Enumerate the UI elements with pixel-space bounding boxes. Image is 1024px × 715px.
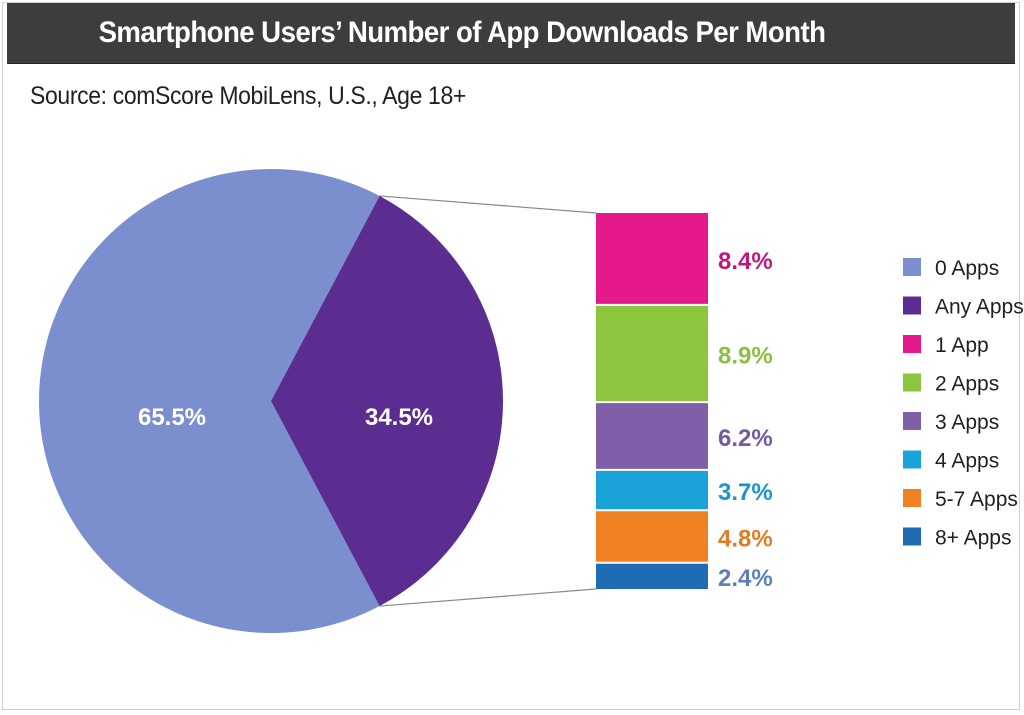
connector-lines [379,195,597,607]
legend-label-8-apps: 8+ Apps [935,527,1011,550]
bar-label-4-apps: 3.7% [718,479,773,506]
bar-label-3-apps: 6.2% [718,425,773,452]
bar-segment-4-apps [596,469,708,511]
legend-label-1-app: 1 App [935,334,989,357]
legend-swatch-4-apps [903,450,921,469]
chart-source: Source: comScore MobiLens, U.S., Age 18+ [30,82,466,110]
breakdown-bar: 8.4% 8.9% 6.2% 3.7% 4.8% 2.4% [596,213,773,592]
pie: 65.5% 34.5% [39,169,503,634]
legend-swatch-1-app [903,335,921,353]
bar-segment-8-apps [596,562,708,589]
bar-segment-3-apps [596,402,708,470]
legend: 0 Apps Any Apps 1 App 2 Apps 3 Apps 4 Apps 5-7… [903,257,1024,550]
legend-swatch-0-apps [903,258,921,276]
bar-segment-1-app [596,213,708,305]
legend-swatch-5-7-apps [903,489,921,507]
bar-label-1-app: 8.4% [718,248,773,275]
bar-label-5-7-apps: 4.8% [718,526,773,553]
legend-label-2-apps: 2 Apps [935,373,999,396]
bar-label-8-apps: 2.4% [718,565,773,592]
legend-label-5-7-apps: 5-7 Apps [935,488,1018,511]
bar-segment-2-apps [596,304,708,403]
legend-label-0-apps: 0 Apps [935,257,999,280]
legend-swatch-2-apps [903,373,921,392]
connector-top [379,195,597,214]
pie-label-any-apps: 34.5% [365,404,433,431]
connector-bottom [379,588,597,607]
chart-title: Smartphone Users’ Number of App Download… [98,16,826,49]
legend-label-any-apps: Any Apps [935,296,1024,319]
legend-swatch-3-apps [903,412,921,430]
bar-label-2-apps: 8.9% [718,342,773,369]
pie-slice-0-apps [39,169,380,634]
bar-segment-5-7-apps [596,510,708,563]
pie-slice-any-apps [271,195,503,607]
legend-label-3-apps: 3 Apps [935,411,999,434]
legend-swatch-any-apps [903,296,921,315]
pie-label-0-apps: 65.5% [138,404,206,431]
legend-label-4-apps: 4 Apps [935,450,999,473]
legend-swatch-8-apps [903,527,921,546]
title-bar: Smartphone Users’ Number of App Download… [7,3,1015,64]
